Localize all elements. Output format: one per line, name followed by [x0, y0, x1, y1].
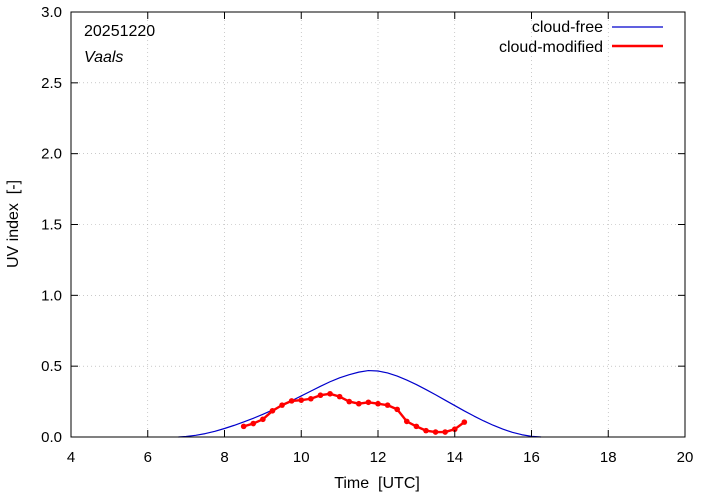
data-point-cloud-modified — [317, 392, 324, 399]
data-point-cloud-modified — [250, 420, 257, 427]
data-point-cloud-modified — [336, 393, 343, 400]
data-point-cloud-modified — [288, 398, 295, 404]
legend: cloud-free cloud-modified — [499, 19, 663, 56]
y-tick-label: 1.0 — [41, 287, 62, 304]
data-point-cloud-modified — [269, 407, 276, 414]
grid-lines — [71, 12, 685, 437]
x-tick-label: 12 — [370, 449, 387, 466]
y-tick-label: 0.5 — [41, 358, 62, 375]
series-layer — [178, 369, 542, 438]
series-line-cloud-modified — [243, 392, 466, 434]
data-point-cloud-modified — [384, 402, 391, 408]
y-tick-label: 2.0 — [41, 146, 62, 163]
legend-label-cloud-modified: cloud-modified — [499, 39, 603, 56]
date-label: 20251220 — [84, 23, 155, 40]
data-point-cloud-modified — [365, 399, 372, 406]
data-point-cloud-modified — [279, 402, 285, 408]
data-point-cloud-modified — [356, 400, 362, 407]
x-tick-label: 10 — [293, 449, 310, 466]
y-tick-label: 1.5 — [41, 217, 62, 234]
data-point-cloud-modified — [423, 427, 429, 434]
axis-ticks: 4 6 8 10 12 14 16 18 20 0.0 0.5 1.0 1.5 2.0 2.5 3.0 — [41, 4, 693, 466]
data-point-cloud-modified — [461, 419, 468, 425]
location-label: Vaals — [84, 49, 123, 66]
x-tick-label: 20 — [677, 449, 694, 466]
data-point-cloud-modified — [413, 423, 420, 430]
x-tick-label: 16 — [523, 449, 540, 466]
data-point-cloud-modified — [375, 400, 381, 407]
y-tick-label: 2.5 — [41, 75, 62, 92]
data-point-cloud-modified — [240, 423, 247, 430]
data-point-cloud-modified — [442, 429, 448, 435]
y-tick-label: 3.0 — [41, 4, 62, 21]
series-line-cloud-free — [178, 369, 542, 438]
data-point-cloud-modified — [327, 390, 333, 397]
y-tick-label: 0.0 — [41, 429, 62, 446]
data-point-cloud-modified — [346, 398, 353, 405]
data-point-cloud-modified — [403, 418, 410, 425]
x-tick-label: 8 — [220, 449, 228, 466]
data-point-cloud-modified — [451, 426, 458, 433]
x-tick-label: 18 — [600, 449, 617, 466]
legend-label-cloud-free: cloud-free — [532, 19, 603, 36]
x-tick-label: 6 — [144, 449, 152, 466]
data-point-cloud-modified — [432, 429, 439, 435]
x-axis-title: Time [UTC] — [334, 475, 420, 492]
data-point-cloud-modified — [394, 406, 400, 413]
data-point-cloud-modified — [260, 416, 266, 423]
x-tick-label: 14 — [446, 449, 463, 466]
data-point-cloud-modified — [298, 397, 305, 403]
x-tick-label: 4 — [67, 449, 75, 466]
y-axis-title: UV index [-] — [5, 180, 22, 268]
data-point-cloud-modified — [308, 395, 314, 402]
